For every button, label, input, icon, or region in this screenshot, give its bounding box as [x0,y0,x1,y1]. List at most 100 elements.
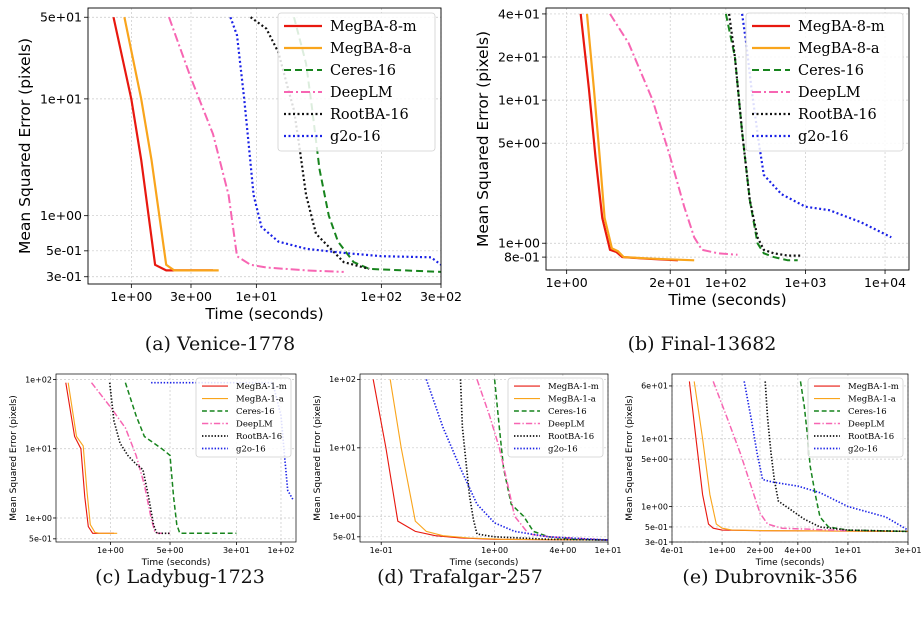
caption-ladybug: (c) Ladybug-1723 [95,566,265,588]
caption-trafalgar: (d) Trafalgar-257 [377,566,543,588]
y-axis-label: Mean Squared Error (pixels) [313,395,323,520]
chart-panel-4: 4e-01 1e+00 2e+00 4e+00 1e+01 3e+01 3e-01 5e-01… [625,373,921,568]
plot-frame [671,373,909,543]
plot-frame [359,373,609,543]
x-axis-label: Time (seconds) [755,558,825,568]
x-tick-label: 3e+01 [223,546,250,555]
series-line-megba-8-m [579,13,678,262]
legend-label: RootBA-16 [848,432,894,442]
legend-label: MegBA-8-a [798,41,880,57]
x-tick-label: 1e+02 [268,546,295,555]
y-tick-label: 1e+01 [498,92,540,107]
y-tick-label: 1e+01 [641,435,668,444]
x-tick-label: 1e+03 [784,275,826,290]
y-tick-label: 1e+01 [329,444,356,453]
legend-label: MegBA-8-m [330,19,417,35]
legend-label: MegBA-8-a [330,41,412,57]
legend-label: DeepLM [848,420,885,430]
series-line-megba-1-a [67,382,118,534]
x-tick-label: 4e-01 [660,546,683,555]
legend-label: MegBA-1-m [236,382,287,392]
chart-panel-3: 1e-01 1e+00 4e+00 1e+01 5e-01 1e+00 1e+01 1e+02… [313,373,622,568]
y-tick-label: 1e+02 [329,375,356,384]
legend-label: g2o-16 [848,445,878,455]
legend-label: RootBA-16 [236,432,282,442]
x-axis-label: Time (seconds) [204,305,323,323]
y-tick-label: 1e+00 [641,502,668,511]
x-tick-label: 4e+00 [784,546,811,555]
x-tick-label: 3e+02 [420,289,462,304]
legend-label: RootBA-16 [798,107,877,123]
chart-panel-1: 1e+00 2e+01 1e+02 1e+03 1e+048e-011e+005e+00… [474,6,910,309]
series-line-g2o-16 [229,16,441,266]
x-tick-label: 1e-01 [370,546,393,555]
series-line-deeplm [168,16,344,273]
y-tick-label: 4e+01 [498,6,540,21]
series-line-deeplm [476,379,608,541]
legend-label: Ceres-16 [798,63,864,79]
series-line-deeplm [90,382,170,535]
x-tick-label: 1e+00 [481,546,508,555]
legend-label: DeepLM [330,85,393,101]
y-tick-label: 3e-01 [645,538,668,547]
series-line-ceres-16 [799,381,908,533]
series-line-deeplm [609,13,738,256]
x-tick-label: 1e+00 [709,546,736,555]
legend-label: Ceres-16 [548,407,587,417]
series-line-megba-1-a [389,379,608,541]
x-tick-label: 1e+02 [705,275,747,290]
series-line-g2o-16 [425,379,608,541]
legend-label: MegBA-1-a [548,395,596,405]
x-tick-label: 1e+01 [595,546,622,555]
series-line-megba-8-a [585,13,695,262]
legend-label: MegBA-1-a [848,395,896,405]
y-tick-label: 5e-01 [645,523,668,532]
y-tick-label: 1e+02 [25,375,52,384]
legend-label: Ceres-16 [330,63,396,79]
legend-label: DeepLM [798,85,861,101]
x-tick-label: 1e+04 [864,275,906,290]
y-tick-label: 1e+00 [498,236,540,251]
series-line-megba-8-m [112,16,213,272]
y-tick-label: 5e+00 [498,136,540,151]
y-axis-label: Mean Squared Error (pixels) [625,395,635,520]
y-axis-label: Mean Squared Error (pixels) [9,395,19,520]
y-axis-label: Mean Squared Error (pixels) [474,31,492,247]
x-tick-label: 1e+01 [235,289,277,304]
y-axis-label: Mean Squared Error (pixels) [16,38,34,254]
x-tick-label: 1e+01 [834,546,861,555]
x-tick-label: 2e+01 [649,275,691,290]
y-tick-label: 5e+01 [40,10,82,25]
series-line-rootba-16 [764,381,908,533]
plot-frame [545,7,910,271]
y-tick-label: 1e+01 [40,91,82,106]
legend-label: Ceres-16 [848,407,887,417]
x-axis-label: Time (seconds) [667,291,786,309]
y-tick-label: 5e-01 [29,535,52,544]
y-tick-label: 1e+01 [25,445,52,454]
legend [195,377,292,458]
x-tick-label: 3e+00 [170,289,212,304]
legend-label: DeepLM [236,420,273,430]
caption-dubrovnik: (e) Dubrovnik-356 [682,566,858,588]
series-line-g2o-16 [741,13,892,239]
legend [807,377,904,458]
legend [507,377,604,458]
plot-frame [87,7,442,285]
legend-label: Ceres-16 [236,407,275,417]
y-tick-label: 1e+00 [25,514,52,523]
legend-label: RootBA-16 [330,107,409,123]
legend-label: g2o-16 [548,445,578,455]
series-line-megba-1-a [693,381,908,532]
x-axis-label: Time (seconds) [449,558,519,568]
legend-label: g2o-16 [236,445,266,455]
y-tick-label: 8e-01 [504,249,540,264]
y-tick-label: 1e+00 [40,208,82,223]
x-tick-label: 4e+00 [549,546,576,555]
legend-label: g2o-16 [330,129,381,145]
caption-final: (b) Final-13682 [627,333,777,355]
x-tick-label: 2e+00 [747,546,774,555]
legend-label: MegBA-1-a [236,395,284,405]
series-line-rootba-16 [249,16,370,270]
series-line-rootba-16 [728,13,802,257]
